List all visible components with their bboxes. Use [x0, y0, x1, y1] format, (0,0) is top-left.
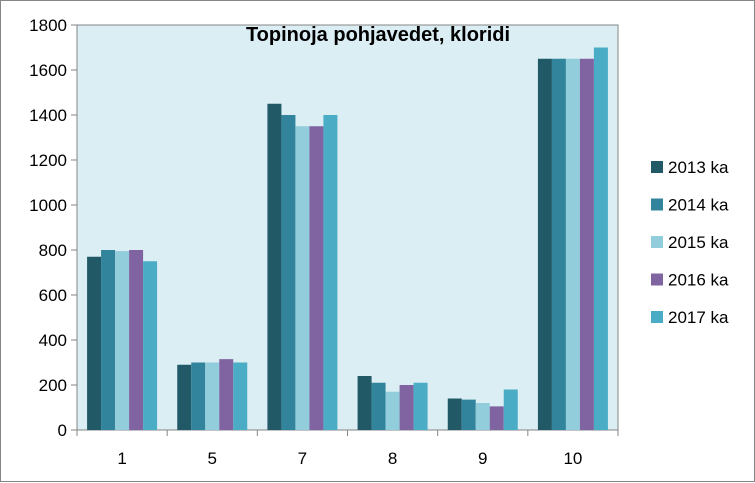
bar-2014-ka-8: [371, 382, 386, 430]
y-axis: 0 200 400 600 800 1000 1200 1400 1600 1800: [29, 16, 78, 440]
bar-2013-ka-5: [177, 364, 192, 430]
legend-swatch: [651, 198, 663, 211]
bar-2015-ka-5: [205, 362, 220, 430]
legend-label: 2013 ka: [668, 158, 729, 177]
legend-label: 2016 ka: [668, 271, 729, 290]
y-tick-label: 800: [39, 241, 67, 260]
bar-2017-ka-5: [233, 362, 248, 430]
bar-2016-ka-5: [219, 359, 234, 430]
bar-2016-ka-9: [489, 406, 504, 430]
legend-swatch: [651, 236, 663, 248]
bar-2017-ka-7: [323, 115, 338, 430]
y-tick-label: 400: [39, 331, 67, 350]
x-tick-label: 8: [388, 449, 397, 468]
bar-2014-ka-1: [101, 250, 116, 430]
x-axis: 1 5 7 8 9 10: [76, 429, 619, 468]
bar-2013-ka-7: [267, 103, 282, 430]
bar-2016-ka-10: [579, 58, 594, 430]
y-tick-label: 200: [39, 376, 67, 395]
y-tick-label: 0: [58, 421, 67, 440]
y-tick-label: 1000: [29, 196, 67, 215]
x-tick-label: 1: [117, 449, 126, 468]
bar-2014-ka-9: [461, 399, 476, 430]
x-tick-label: 9: [478, 449, 487, 468]
bar-2015-ka-10: [565, 58, 580, 430]
bar-2017-ka-8: [413, 382, 428, 430]
bar-2015-ka-8: [385, 391, 400, 430]
legend-label: 2015 ka: [668, 233, 729, 252]
y-tick-label: 1600: [29, 61, 67, 80]
legend: 2013 ka 2014 ka 2015 ka 2016 ka 2017 ka: [651, 158, 729, 327]
chart-title: Topinoja pohjavedet, kloridi: [246, 24, 510, 46]
y-tick-label: 1800: [29, 16, 67, 35]
bar-2017-ka-9: [503, 389, 518, 430]
bar-2013-ka-9: [447, 398, 462, 430]
x-tick-label: 7: [298, 449, 307, 468]
bar-group: [87, 47, 608, 430]
bar-2013-ka-10: [537, 58, 552, 430]
bar-2016-ka-7: [309, 126, 324, 430]
legend-swatch: [651, 273, 663, 286]
legend-label: 2014 ka: [668, 196, 729, 215]
bar-2015-ka-1: [115, 251, 130, 430]
legend-swatch: [651, 161, 663, 173]
x-tick-label: 10: [563, 449, 582, 468]
legend-label: 2017 ka: [668, 308, 729, 327]
bar-2016-ka-1: [129, 250, 144, 430]
bar-2013-ka-1: [87, 256, 102, 430]
plot-area: [76, 24, 619, 431]
y-tick-label: 1200: [29, 151, 67, 170]
bar-2015-ka-9: [475, 403, 490, 430]
y-tick-label: 600: [39, 286, 67, 305]
legend-swatch: [651, 311, 663, 323]
y-tick-label: 1400: [29, 106, 67, 125]
x-tick-label: 5: [208, 449, 217, 468]
bar-2017-ka-10: [593, 47, 608, 430]
bar-2014-ka-7: [281, 115, 296, 430]
bar-2013-ka-8: [357, 376, 372, 430]
bar-2016-ka-8: [399, 385, 414, 430]
bar-2014-ka-10: [551, 58, 566, 430]
bar-2015-ka-7: [295, 126, 310, 430]
bar-2017-ka-1: [143, 261, 158, 430]
bar-2014-ka-5: [191, 362, 206, 430]
